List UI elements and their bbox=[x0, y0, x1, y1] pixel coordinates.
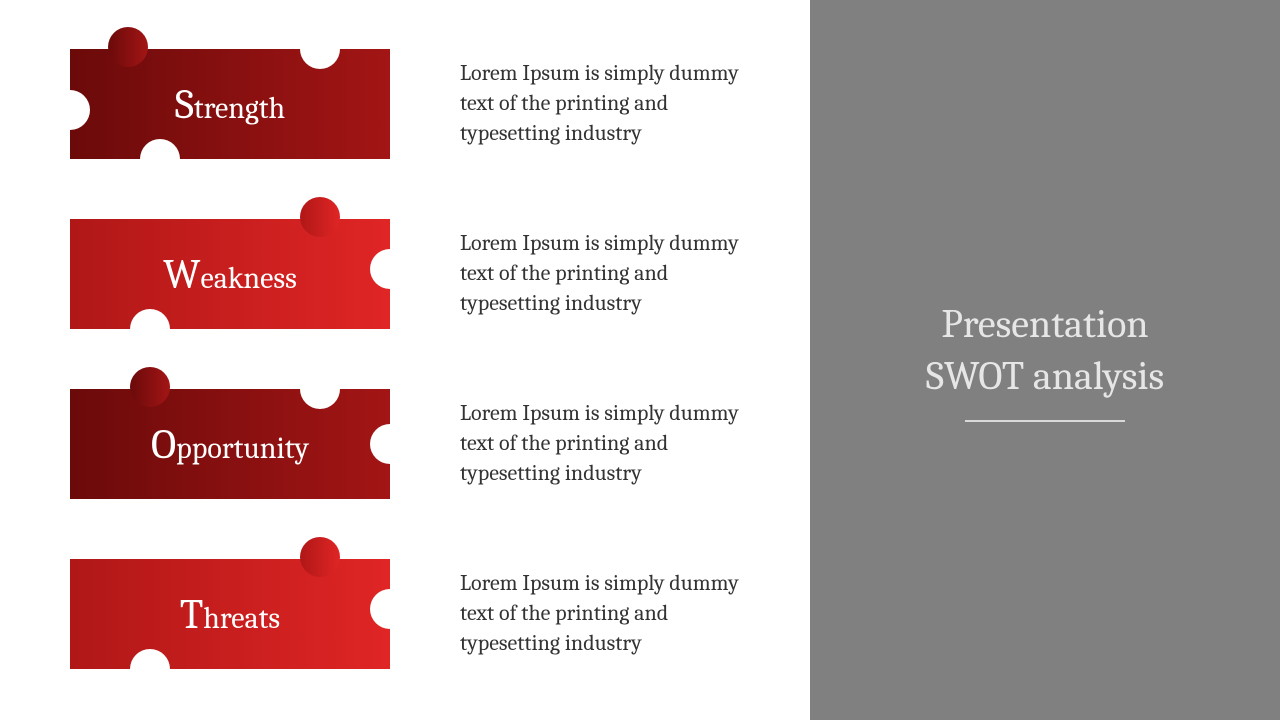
puzzle-label-opportunity: Opportunity bbox=[151, 420, 309, 469]
slide-title: Presentation SWOT analysis bbox=[926, 298, 1164, 402]
label-first-letter: W bbox=[163, 250, 200, 299]
puzzle-piece-threats: Threats bbox=[70, 559, 390, 669]
label-first-letter: T bbox=[180, 590, 203, 639]
puzzle-label-strength: Strength bbox=[175, 80, 285, 129]
puzzle-tab-top bbox=[300, 537, 340, 577]
title-line1: Presentation bbox=[941, 301, 1148, 347]
puzzle-hole-top bbox=[300, 29, 340, 69]
swot-desc-weakness: Lorem Ipsum is simply dummy text of the … bbox=[460, 229, 750, 318]
puzzle-tab-top bbox=[130, 367, 170, 407]
puzzle-hole-side bbox=[370, 589, 410, 629]
puzzle-body: Weakness bbox=[70, 219, 390, 329]
puzzle-tab-top bbox=[108, 27, 148, 67]
puzzle-piece-strength: Strength bbox=[70, 49, 390, 159]
slide: Strength Lorem Ipsum is simply dummy text… bbox=[0, 0, 1280, 720]
puzzle-hole-bottom bbox=[130, 649, 170, 689]
puzzle-hole-side bbox=[50, 90, 90, 130]
swot-row-threats: Threats Lorem Ipsum is simply dummy text … bbox=[70, 550, 750, 678]
puzzle-body: Threats bbox=[70, 559, 390, 669]
swot-desc-strength: Lorem Ipsum is simply dummy text of the … bbox=[460, 59, 750, 148]
puzzle-hole-side bbox=[370, 424, 410, 464]
puzzle-hole-top bbox=[300, 369, 340, 409]
puzzle-hole-bottom bbox=[140, 139, 180, 179]
title-line2: SWOT analysis bbox=[926, 353, 1164, 399]
label-rest: eakness bbox=[200, 261, 296, 296]
label-first-letter: O bbox=[151, 420, 176, 469]
puzzle-piece-opportunity: Opportunity bbox=[70, 389, 390, 499]
puzzle-body: Opportunity bbox=[70, 389, 390, 499]
puzzle-label-weakness: Weakness bbox=[163, 250, 297, 299]
swot-desc-threats: Lorem Ipsum is simply dummy text of the … bbox=[460, 569, 750, 658]
label-rest: pportunity bbox=[176, 431, 309, 466]
puzzle-label-threats: Threats bbox=[180, 590, 280, 639]
title-underline bbox=[965, 420, 1125, 422]
swot-row-weakness: Weakness Lorem Ipsum is simply dummy text… bbox=[70, 210, 750, 338]
puzzle-body: Strength bbox=[70, 49, 390, 159]
swot-desc-opportunity: Lorem Ipsum is simply dummy text of the … bbox=[460, 399, 750, 488]
swot-row-strength: Strength Lorem Ipsum is simply dummy text… bbox=[70, 40, 750, 168]
swot-left-area: Strength Lorem Ipsum is simply dummy text… bbox=[0, 0, 810, 720]
title-panel: Presentation SWOT analysis bbox=[810, 0, 1280, 720]
puzzle-tab-top bbox=[300, 197, 340, 237]
puzzle-hole-bottom bbox=[130, 309, 170, 349]
label-rest: trength bbox=[194, 91, 285, 126]
label-first-letter: S bbox=[175, 80, 194, 129]
swot-row-opportunity: Opportunity Lorem Ipsum is simply dummy t… bbox=[70, 380, 750, 508]
puzzle-piece-weakness: Weakness bbox=[70, 219, 390, 329]
label-rest: hreats bbox=[203, 601, 280, 636]
puzzle-hole-side bbox=[370, 249, 410, 289]
